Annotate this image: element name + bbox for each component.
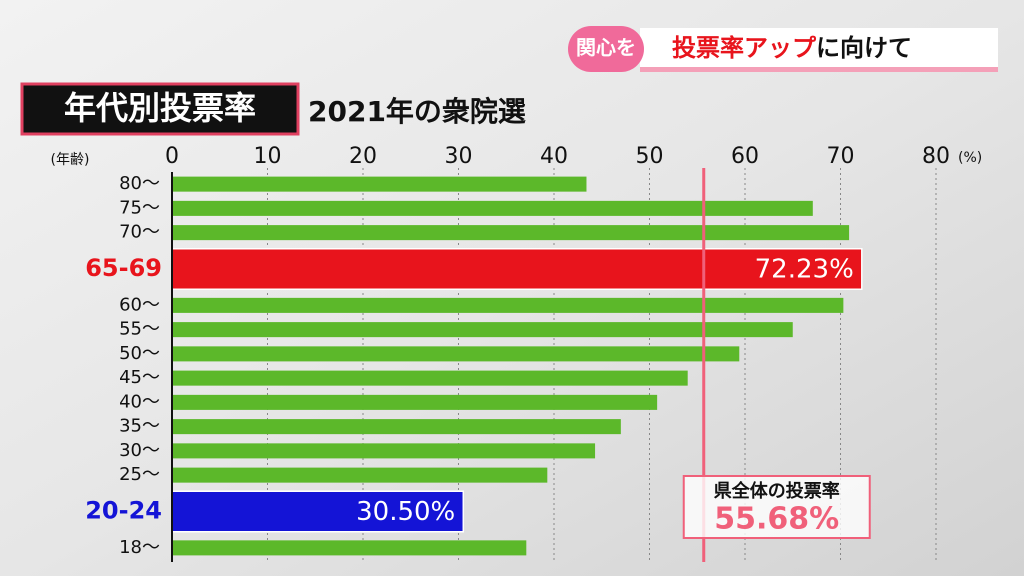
bar: [172, 200, 813, 216]
bar: [172, 467, 548, 483]
headline-emphasis: 投票率アップ: [672, 34, 817, 62]
headline-underline: [640, 67, 998, 72]
y-tick-label: 18〜: [119, 537, 160, 558]
headline-badge: [568, 26, 644, 72]
bar: [172, 176, 587, 192]
y-tick-label: 80〜: [119, 173, 160, 194]
x-tick-label: 0: [165, 144, 179, 169]
x-tick-label: 30: [445, 144, 473, 169]
y-tick-label: 50〜: [119, 343, 160, 364]
y-axis-label: (年齢): [51, 152, 90, 168]
reference-box: [682, 475, 871, 539]
headline-rest: に向けて: [816, 34, 912, 62]
y-tick-label: 70〜: [119, 222, 160, 243]
y-tick-label: 75〜: [119, 197, 160, 218]
x-tick-label: 50: [636, 144, 664, 169]
x-tick-label: 20: [349, 144, 377, 169]
headline-badge-text: 関心を: [576, 36, 636, 60]
value-label: 72.23%: [755, 255, 854, 285]
plot: 0 10 20 30 40 50 60 70 80 80〜 75〜 70〜 65-69 72.23% 60〜…: [85, 144, 950, 562]
bar: [171, 490, 465, 533]
x-tick-label: 80: [922, 144, 950, 169]
y-tick-label: 20-24: [85, 497, 162, 525]
x-unit-label: (%): [958, 150, 982, 166]
headline-text: 投票率アップに向けて: [672, 34, 912, 62]
chart-subtitle: 2021年の衆院選: [308, 95, 526, 128]
bar: [172, 540, 527, 556]
headline-box: [640, 28, 998, 70]
bar: [172, 419, 621, 435]
y-tick-label: 40〜: [119, 391, 160, 412]
y-tick-label: 45〜: [119, 367, 160, 388]
bar: [172, 370, 688, 386]
bar: [172, 346, 740, 362]
reference-value: 55.68%: [714, 502, 839, 537]
x-tick-label: 10: [254, 144, 282, 169]
value-label: 30.50%: [356, 497, 455, 527]
bar: [172, 225, 850, 241]
bar: [172, 394, 658, 410]
title-box: [20, 82, 300, 136]
y-tick-label: 55〜: [119, 319, 160, 340]
y-tick-label: 65-69: [85, 254, 162, 282]
x-tick-label: 70: [827, 144, 855, 169]
bar: [172, 297, 844, 313]
bar: [172, 443, 596, 459]
y-tick-label: 35〜: [119, 416, 160, 437]
y-tick-label: 60〜: [119, 294, 160, 315]
x-tick-label: 60: [731, 144, 759, 169]
reference-title: 県全体の投票率: [714, 480, 840, 502]
chart-title: 年代別投票率: [64, 89, 256, 127]
y-tick-label: 30〜: [119, 440, 160, 461]
y-tick-label: 25〜: [119, 464, 160, 485]
x-tick-label: 40: [540, 144, 568, 169]
bar: [172, 322, 793, 338]
